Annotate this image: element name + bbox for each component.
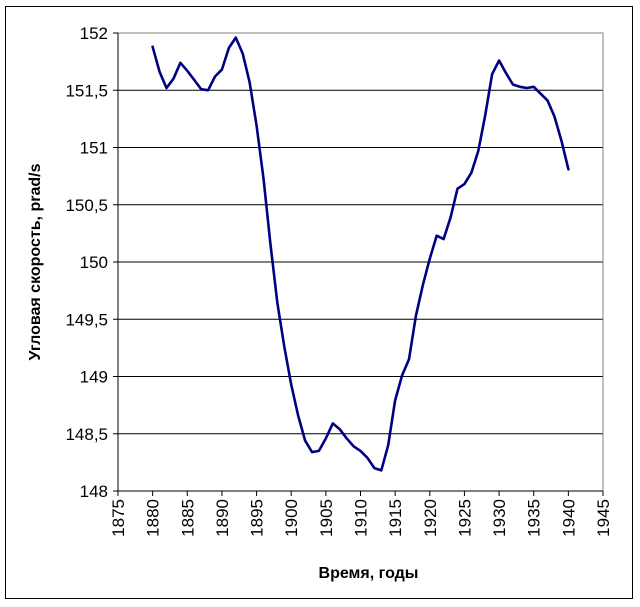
gridlines <box>118 32 603 492</box>
x-tick-label: 1885 <box>178 499 197 537</box>
chart-frame <box>5 6 633 599</box>
y-tick-label: 149,5 <box>65 310 108 329</box>
x-tick-label: 1895 <box>248 499 267 537</box>
x-tick-labels: 1875 1880 1885 1890 1895 1900 1905 1910 1915 1920… <box>109 499 613 537</box>
x-tick-label: 1875 <box>109 499 128 537</box>
x-tick-label: 1905 <box>317 499 336 537</box>
x-tick-label: 1900 <box>282 499 301 537</box>
x-tick-label: 1940 <box>559 499 578 537</box>
y-tick-label: 151 <box>80 139 108 158</box>
y-tick-label: 148,5 <box>65 425 108 444</box>
y-tick-label: 152 <box>80 24 108 43</box>
x-tick-label: 1945 <box>594 499 613 537</box>
x-tick-label: 1890 <box>213 499 232 537</box>
x-tick-label: 1880 <box>144 499 163 537</box>
y-tick-label: 149 <box>80 368 108 387</box>
y-axis-title: Угловая скорость, prad/s <box>27 163 44 360</box>
x-axis-title: Время, годы <box>319 565 419 582</box>
series-layer <box>151 36 570 472</box>
x-tick-label: 1920 <box>421 499 440 537</box>
x-tick-label: 1935 <box>525 499 544 537</box>
y-tick-label: 148 <box>80 482 108 501</box>
y-tick-label: 151,5 <box>65 81 108 100</box>
data-line <box>151 36 570 472</box>
x-tick-label: 1915 <box>386 499 405 537</box>
y-tick-label: 150,5 <box>65 196 108 215</box>
axes <box>113 32 604 496</box>
x-tick-label: 1930 <box>490 499 509 537</box>
x-tick-label: 1925 <box>455 499 474 537</box>
x-tick-label: 1910 <box>352 499 371 537</box>
y-tick-labels: 148 148,5 149 149,5 150 150,5 151 151,5 152 <box>65 24 108 501</box>
y-tick-label: 150 <box>80 253 108 272</box>
